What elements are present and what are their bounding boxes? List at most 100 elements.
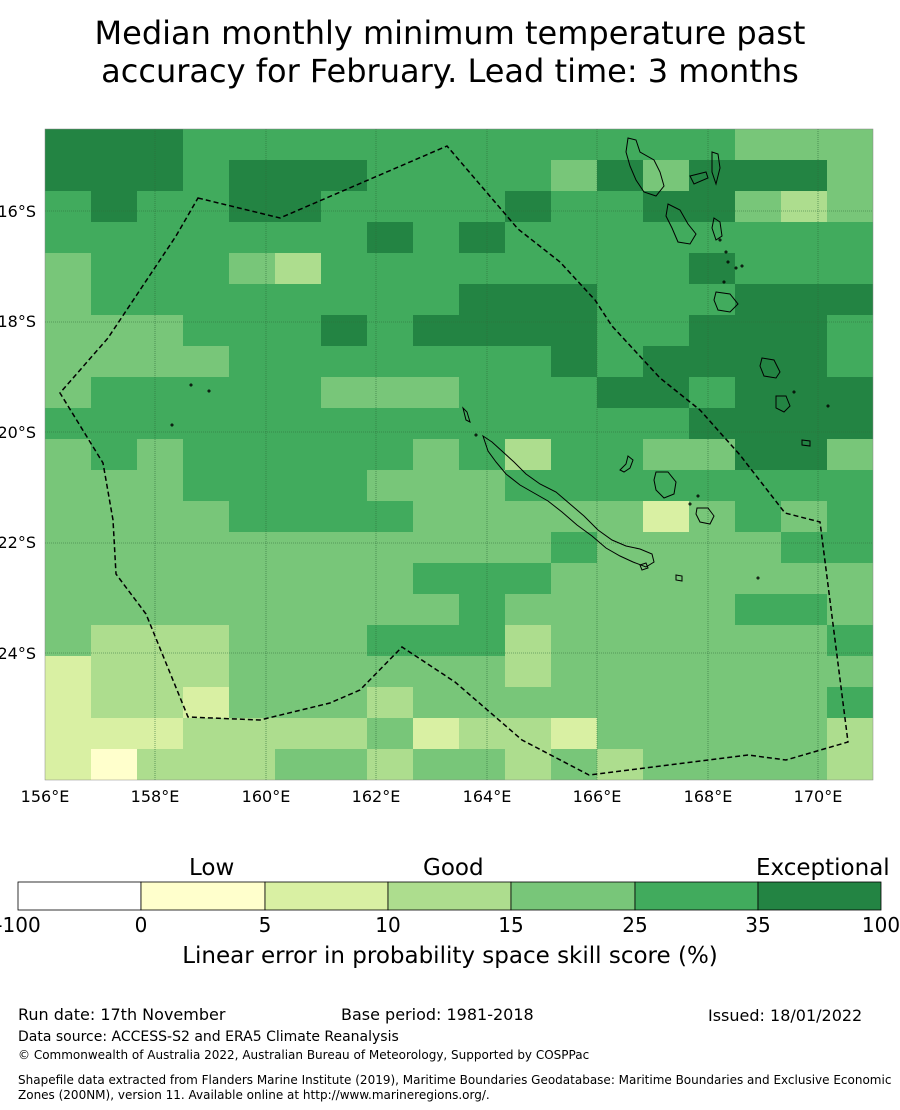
- skill-cell: [781, 129, 828, 161]
- skill-cell: [643, 129, 690, 161]
- skill-cell: [643, 656, 690, 688]
- skill-cell: [597, 439, 644, 471]
- skill-cell: [367, 315, 414, 347]
- skill-cell: [643, 439, 690, 471]
- skill-cell: [735, 253, 782, 285]
- skill-cell: [643, 377, 690, 409]
- skill-cell: [91, 594, 138, 626]
- skill-cell: [45, 346, 92, 378]
- colorbar-swatch: [634, 881, 759, 911]
- skill-cell: [827, 749, 873, 780]
- skill-cell: [229, 532, 276, 564]
- skill-cell: [689, 439, 736, 471]
- skill-cell: [459, 408, 506, 440]
- skill-cell: [551, 718, 598, 750]
- skill-cell: [183, 222, 230, 254]
- skill-cell: [91, 377, 138, 409]
- skill-cell: [781, 656, 828, 688]
- map-title-line-1: Median monthly minimum temperature past: [94, 14, 806, 52]
- skill-cell: [459, 315, 506, 347]
- skill-cell: [91, 656, 138, 688]
- lon-label: 162°E: [352, 787, 401, 806]
- skill-cell: [597, 501, 644, 533]
- skill-cell: [643, 408, 690, 440]
- skill-cell: [735, 718, 782, 750]
- skill-cell: [735, 377, 782, 409]
- small-islets: [170, 238, 830, 580]
- skill-cell: [45, 594, 92, 626]
- skill-cell: [229, 346, 276, 378]
- skill-cell: [413, 439, 460, 471]
- skill-cell: [597, 129, 644, 161]
- skill-cell: [551, 191, 598, 223]
- skill-cell: [735, 191, 782, 223]
- skill-cell: [321, 718, 368, 750]
- skill-cell: [551, 284, 598, 316]
- skill-cell: [551, 346, 598, 378]
- skill-cell: [689, 656, 736, 688]
- skill-cell: [137, 687, 184, 719]
- skill-cell: [643, 625, 690, 657]
- skill-cell: [597, 718, 644, 750]
- island-erromango: [759, 357, 781, 379]
- skill-cell: [551, 749, 598, 780]
- island-new-caledonia: [482, 434, 655, 568]
- skill-cell: [137, 718, 184, 750]
- skill-cell: [643, 563, 690, 595]
- skill-cell: [91, 253, 138, 285]
- skill-cell: [137, 656, 184, 688]
- skill-cell: [459, 470, 506, 502]
- skill-cell: [413, 718, 460, 750]
- skill-cell: [45, 191, 92, 223]
- skill-cell: [827, 532, 873, 564]
- skill-cell: [643, 594, 690, 626]
- skill-cell: [505, 253, 552, 285]
- skill-cell: [781, 532, 828, 564]
- skill-cell: [91, 191, 138, 223]
- skill-cell: [551, 625, 598, 657]
- skill-cell: [137, 625, 184, 657]
- base-period: Base period: 1981-2018: [341, 1005, 534, 1024]
- skill-cell: [183, 718, 230, 750]
- skill-cell: [551, 253, 598, 285]
- skill-cell: [367, 625, 414, 657]
- skill-cell: [137, 222, 184, 254]
- skill-cell: [321, 160, 368, 192]
- island-ouvea: [619, 455, 634, 473]
- copyright: © Commonwealth of Australia 2022, Austra…: [18, 1048, 590, 1062]
- skill-cell: [413, 191, 460, 223]
- skill-cell: [827, 718, 873, 750]
- skill-cell: [551, 687, 598, 719]
- skill-cell: [275, 222, 322, 254]
- island-maewo: [711, 151, 721, 186]
- skill-cell: [413, 315, 460, 347]
- skill-cell: [597, 563, 644, 595]
- skill-cell: [735, 160, 782, 192]
- skill-cell: [505, 191, 552, 223]
- skill-cell: [459, 594, 506, 626]
- skill-cell: [229, 501, 276, 533]
- skill-cell: [735, 284, 782, 316]
- skill-cell: [827, 315, 873, 347]
- skill-cell: [229, 749, 276, 780]
- skill-cell: [45, 160, 92, 192]
- skill-cell: [413, 470, 460, 502]
- skill-cell: [183, 160, 230, 192]
- skill-cell: [321, 563, 368, 595]
- skill-cell: [413, 222, 460, 254]
- skill-cell: [275, 253, 322, 285]
- skill-cell: [689, 191, 736, 223]
- skill-cell: [735, 532, 782, 564]
- skill-cell: [183, 191, 230, 223]
- skill-cell: [827, 408, 873, 440]
- skill-cell: [91, 129, 138, 161]
- skill-cell: [183, 315, 230, 347]
- skill-cell: [827, 253, 873, 285]
- skill-cell: [229, 129, 276, 161]
- skill-cell: [183, 470, 230, 502]
- skill-cell: [597, 315, 644, 347]
- skill-cell: [597, 346, 644, 378]
- skill-cell: [643, 470, 690, 502]
- skill-cell: [597, 687, 644, 719]
- skill-cell: [781, 222, 828, 254]
